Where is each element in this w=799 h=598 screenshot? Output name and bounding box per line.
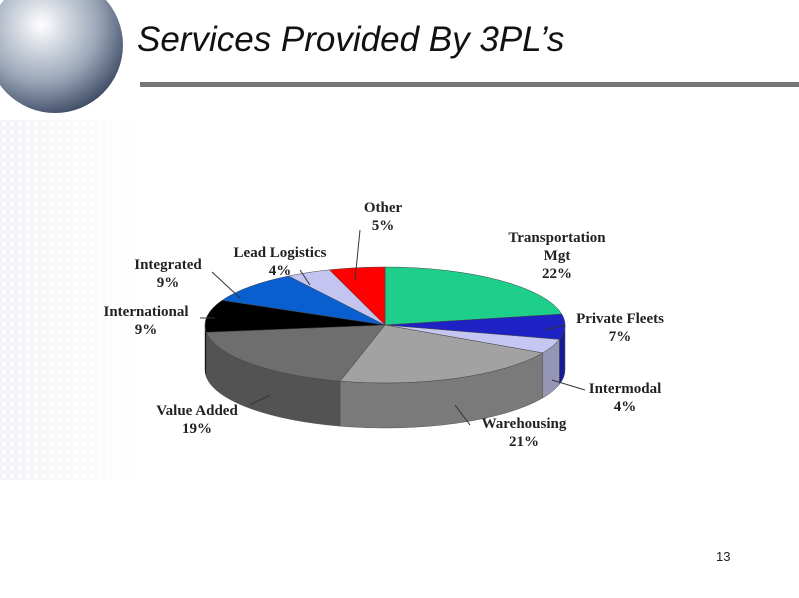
slice-label: Other 5% bbox=[364, 199, 402, 235]
slice-name: Other bbox=[363, 200, 403, 216]
background-fade bbox=[0, 120, 140, 480]
slice-label: International 9% bbox=[103, 303, 188, 339]
slice-name: Warehousing bbox=[481, 416, 567, 432]
leader-line bbox=[551, 379, 586, 391]
pie-top bbox=[339, 324, 544, 384]
leader-line bbox=[249, 394, 271, 406]
leader-line bbox=[454, 404, 471, 426]
slice-value: 7% bbox=[608, 329, 632, 345]
pie-tops bbox=[204, 266, 566, 384]
leader-line bbox=[211, 271, 241, 299]
pie-top bbox=[221, 275, 386, 326]
slice-label: Transportation Mgt 22% bbox=[495, 229, 620, 283]
slice-name: Intermodal bbox=[588, 381, 662, 397]
slice-value: 4% bbox=[613, 399, 637, 415]
pie-top bbox=[328, 266, 386, 326]
slice-value: 21% bbox=[509, 434, 539, 450]
leader-line bbox=[354, 229, 361, 281]
leader-line bbox=[544, 324, 566, 331]
slice-value: 22% bbox=[542, 266, 572, 282]
pie-top bbox=[384, 266, 563, 326]
slice-name: Transportation Mgt bbox=[508, 230, 606, 264]
pie-top bbox=[206, 324, 386, 382]
slice-name: Integrated bbox=[134, 257, 202, 273]
slice-label: Private Fleets 7% bbox=[576, 310, 664, 346]
slice-value: 19% bbox=[182, 421, 212, 437]
slice-name: Private Fleets bbox=[576, 311, 664, 327]
slide-title: Services Provided By 3PL’s bbox=[137, 20, 565, 59]
slice-value: 4% bbox=[268, 263, 292, 279]
slice-label: Intermodal 4% bbox=[589, 380, 662, 416]
slice-value: 5% bbox=[371, 218, 395, 234]
pie-top bbox=[204, 300, 386, 333]
page-number: 13 bbox=[716, 549, 731, 564]
slice-label: Lead Logistics 4% bbox=[234, 244, 327, 280]
slice-name: International bbox=[103, 304, 189, 320]
slice-value: 9% bbox=[156, 275, 180, 291]
title-rule bbox=[140, 82, 799, 87]
slice-label: Value Added 19% bbox=[156, 402, 238, 438]
slice-label: Integrated 9% bbox=[134, 256, 202, 292]
leader-line bbox=[299, 269, 311, 286]
slice-name: Value Added bbox=[156, 403, 238, 419]
slice-label: Warehousing 21% bbox=[482, 415, 567, 451]
slice-name: Lead Logistics bbox=[233, 245, 327, 261]
globe bbox=[0, 0, 123, 113]
slice-value: 9% bbox=[134, 322, 158, 338]
pie-side bbox=[204, 324, 207, 378]
